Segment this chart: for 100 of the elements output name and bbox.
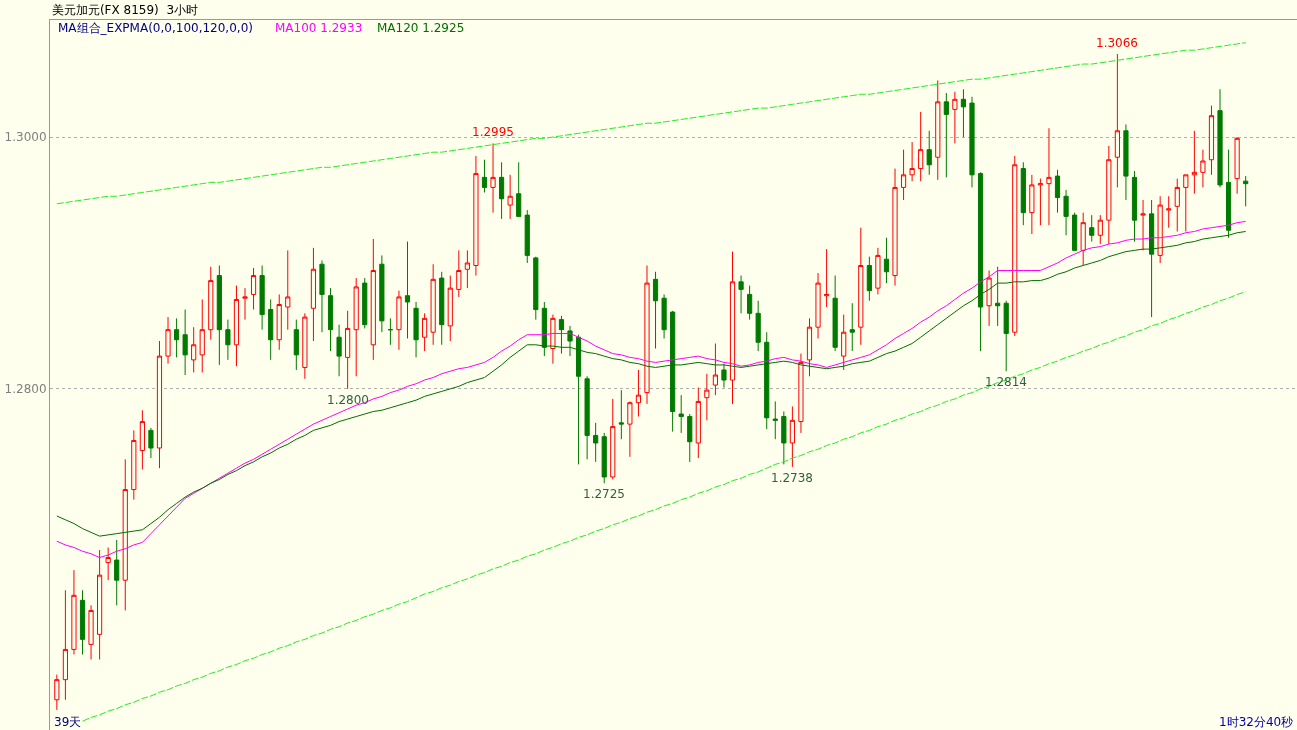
candlestick — [79, 589, 86, 655]
candlestick — [396, 290, 402, 351]
candlestick — [541, 301, 547, 357]
candlestick — [156, 340, 163, 469]
candlestick — [772, 400, 778, 440]
candlestick — [524, 209, 530, 264]
candlestick — [747, 285, 753, 321]
candlestick — [370, 238, 376, 361]
candlestick — [558, 315, 565, 355]
annotation: 1.2814 — [985, 375, 1027, 389]
candlestick — [387, 317, 393, 346]
candlestick — [601, 432, 607, 484]
candlestick — [1174, 178, 1180, 232]
candlestick — [276, 293, 282, 351]
annotation: 39天 — [54, 715, 82, 729]
candlestick — [1063, 189, 1069, 236]
candlestick — [1131, 170, 1138, 243]
candlestick — [430, 263, 436, 346]
candlestick — [208, 266, 214, 341]
candlestick — [191, 326, 197, 373]
candlestick — [148, 427, 154, 459]
candlestick — [1208, 105, 1215, 176]
candlestick — [490, 142, 496, 214]
chart-title: 美元加元(FX 8159) 3小时 — [51, 3, 199, 18]
candlestick — [62, 589, 68, 701]
candlestick — [285, 249, 291, 331]
candlestick — [1166, 195, 1172, 229]
candlestick — [165, 316, 171, 365]
candlestick — [122, 458, 128, 611]
candlestick — [652, 271, 659, 350]
candlestick — [268, 298, 274, 361]
candlestick — [139, 409, 145, 470]
candlestick — [567, 325, 573, 357]
candlestick — [1037, 178, 1044, 226]
candlestick — [1183, 174, 1189, 232]
annotation: 1时32分40秒 — [1219, 715, 1294, 729]
candlestick — [507, 174, 513, 220]
candlestick — [712, 343, 718, 396]
candlestick — [593, 422, 599, 463]
candlestick — [447, 275, 453, 342]
candlestick — [764, 331, 770, 430]
candlestick — [695, 387, 701, 459]
candlestick — [995, 266, 1001, 327]
candlestick — [781, 411, 787, 465]
candlestick — [327, 287, 334, 352]
candlestick — [1003, 300, 1009, 372]
candlestick — [909, 141, 915, 182]
candlestick — [1140, 199, 1146, 251]
candlestick — [841, 314, 847, 371]
candlestick — [866, 256, 872, 302]
text: MA120 1.2925 — [377, 21, 465, 35]
candlestick — [960, 88, 967, 138]
candlestick — [345, 310, 351, 390]
candlestick — [422, 312, 428, 352]
annotation: 1.2800 — [327, 393, 369, 407]
candlestick — [336, 324, 342, 377]
annotation: 1.2738 — [771, 471, 813, 485]
annotation: 1.2995 — [472, 125, 514, 139]
candlestick — [900, 149, 907, 201]
candlestick — [635, 369, 642, 418]
candlestick — [379, 254, 385, 333]
annotation: 1.3066 — [1096, 36, 1138, 50]
candlestick — [849, 302, 855, 352]
candlestick — [584, 375, 590, 460]
candlestick — [832, 275, 838, 352]
candlestick — [1106, 145, 1112, 245]
candlestick — [1012, 155, 1018, 337]
candlestick — [353, 277, 359, 377]
candlestick — [986, 270, 992, 327]
candlestick — [439, 271, 445, 346]
candlestick — [473, 155, 479, 277]
candlestick — [533, 256, 539, 321]
candlestick — [798, 353, 804, 434]
candlestick — [943, 92, 949, 178]
annotation: MA组合_EXPMA(0,0,100,120,0,0) — [58, 21, 253, 35]
candlestick — [319, 259, 325, 333]
candlestick — [644, 264, 650, 405]
candlestick — [114, 539, 120, 606]
candlestick — [464, 249, 470, 289]
candlestick — [627, 400, 633, 458]
candlestick — [858, 227, 864, 346]
candlestick — [721, 363, 727, 389]
candlestick — [883, 237, 890, 284]
candlestick — [1217, 88, 1223, 188]
candlestick — [935, 79, 941, 181]
candlestick — [1200, 149, 1206, 188]
candlestick — [242, 287, 248, 321]
candlestick — [216, 264, 222, 366]
candlestick — [97, 549, 103, 660]
candlestick — [105, 546, 111, 581]
text: MA100 1.2933 — [275, 21, 363, 35]
candlestick — [310, 247, 317, 342]
candlestick — [687, 413, 693, 463]
candlestick — [806, 317, 813, 377]
candlestick — [755, 300, 761, 352]
candlestick — [456, 249, 462, 298]
candlestick — [1114, 53, 1120, 188]
candlestick — [516, 161, 522, 217]
candlestick — [481, 159, 488, 193]
candlestick — [618, 389, 624, 440]
